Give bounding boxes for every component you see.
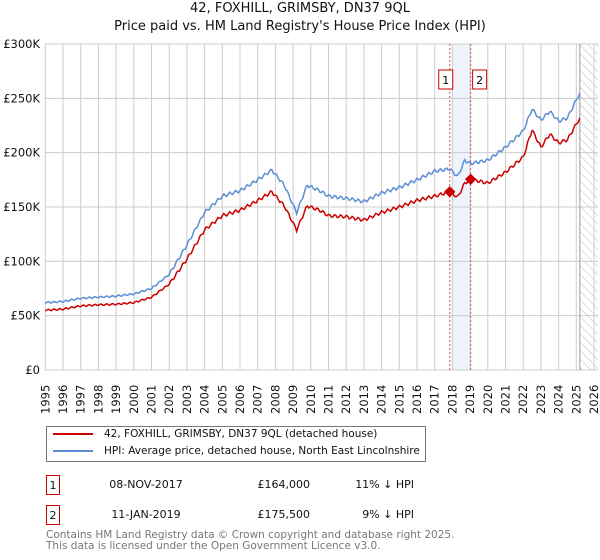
x-tick-label: 1998 [91,385,105,414]
x-tick-label: 2021 [499,385,513,414]
sale-badge-label: 1 [442,74,449,87]
transaction-price: £164,000 [257,478,311,491]
x-tick-label: 2024 [552,385,566,414]
property-price-line [44,117,581,312]
legend: 42, FOXHILL, GRIMSBY, DN37 9QL (detached… [46,426,426,462]
hpi-line [44,92,581,305]
chart-subtitle: Price paid vs. HM Land Registry's House … [114,19,486,34]
sale-point [444,186,456,198]
x-tick-label: 2011 [322,385,336,414]
legend-hpi: HPI: Average price, detached house, Nort… [104,445,420,457]
x-tick-label: 2007 [251,385,265,414]
transaction-hpi-diff: 9% ↓ HPI [362,508,414,521]
x-tick-label: 2003 [180,385,194,414]
x-tick-label: 2002 [162,385,176,414]
x-tick-label: 2020 [481,385,495,414]
x-tick-label: 2001 [145,385,159,414]
transaction-price: £175,500 [257,508,311,521]
x-tick-label: 2025 [569,385,583,414]
transaction-date: 08-NOV-2017 [109,478,183,491]
x-tick-label: 2005 [215,385,229,414]
x-tick-label: 2022 [516,385,530,414]
y-tick-label: £300K [3,37,40,51]
x-tick-label: 2018 [445,385,459,414]
transaction-hpi-diff: 11% ↓ HPI [355,478,414,491]
y-tick-label: £250K [3,91,40,105]
x-tick-label: 2008 [268,385,282,414]
property-line-swatch [53,433,93,435]
sale-badge [472,69,488,90]
legend-property: 42, FOXHILL, GRIMSBY, DN37 9QL (detached… [104,428,378,440]
y-tick-label: £150K [3,200,40,214]
x-tick-label: 1995 [38,385,52,414]
x-tick-label: 2017 [428,385,442,414]
x-tick-label: 1997 [74,385,88,414]
transaction-row: 1 08-NOV-2017 £164,000 11% ↓ HPI [46,475,414,497]
y-tick-label: £100K [3,254,40,268]
chart-title: 42, FOXHILL, GRIMSBY, DN37 9QL [190,1,410,16]
footer-line: Contains HM Land Registry data © Crown c… [46,529,455,541]
y-tick-label: £200K [3,146,40,160]
x-tick-label: 2013 [357,385,371,414]
x-tick-label: 2010 [304,385,318,414]
x-tick-label: 2019 [463,385,477,414]
x-tick-label: 2012 [339,385,353,414]
x-tick-label: 1996 [56,385,70,414]
x-tick-label: 1999 [109,385,123,414]
footer-line: This data is licensed under the Open Gov… [46,540,381,552]
x-tick-label: 2000 [127,385,141,414]
sale-point [464,173,477,185]
x-tick-label: 2006 [233,385,247,414]
x-tick-label: 2004 [198,385,212,414]
transaction-row: 2 11-JAN-2019 £175,500 9% ↓ HPI [46,505,414,527]
sale-badge-label: 2 [476,74,483,87]
footer: Contains HM Land Registry data © Crown c… [46,530,454,552]
x-tick-label: 2015 [392,385,406,414]
x-tick-label: 2023 [534,385,548,414]
x-tick-label: 2026 [587,385,600,414]
transaction-date: 11-JAN-2019 [111,508,181,521]
transaction-badge: 2 [46,505,60,525]
y-tick-label: £0 [25,363,40,377]
sale-badge [438,69,454,90]
y-tick-label: £50K [11,309,41,323]
x-tick-label: 2014 [375,385,389,414]
price-chart: 1995 1996 1997 1998 1999 2000 2001 2002 2003 2004… [3,37,600,414]
hpi-line-swatch [53,450,93,452]
transaction-badge: 1 [46,475,60,495]
x-tick-label: 2009 [286,385,300,414]
x-tick-label: 2016 [410,385,424,414]
